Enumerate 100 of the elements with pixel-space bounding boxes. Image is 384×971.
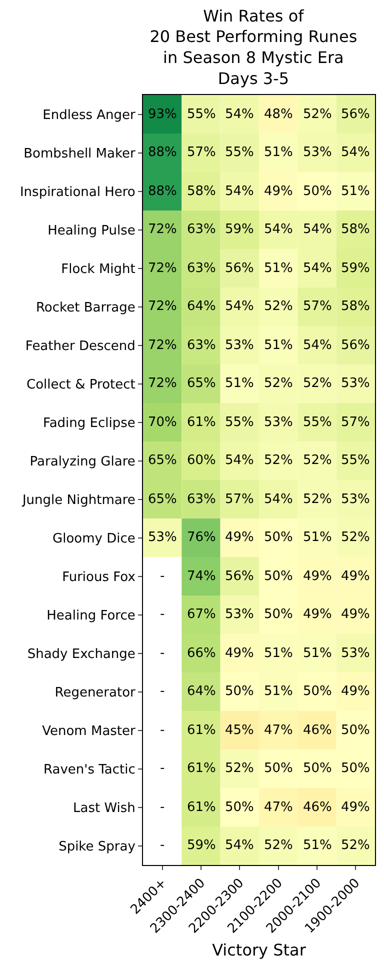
data-label: 55% [341, 453, 370, 468]
data-label: 59% [187, 838, 216, 853]
data-label: 57% [225, 492, 254, 507]
data-label: 46% [303, 800, 332, 815]
y-tick-label: Bombshell Maker [24, 146, 136, 162]
data-label: 52% [303, 376, 332, 391]
data-label: 88% [148, 145, 177, 160]
data-label: 57% [187, 145, 216, 160]
data-label: 53% [341, 646, 370, 661]
data-label: 53% [225, 607, 254, 622]
data-label: 58% [341, 299, 370, 314]
data-label: 50% [225, 684, 254, 699]
data-label: 47% [264, 723, 293, 738]
data-label: 49% [341, 569, 370, 584]
y-tick-label: Furious Fox [62, 570, 136, 585]
y-tick-label: Spike Spray [58, 839, 136, 854]
data-label: 54% [303, 338, 332, 353]
data-label: 61% [187, 723, 216, 738]
data-label: 63% [187, 222, 216, 237]
data-label: 52% [225, 761, 254, 776]
data-label: 54% [225, 184, 254, 199]
text: - [160, 838, 165, 853]
data-label: 49% [341, 800, 370, 815]
y-tick-label: Jungle Nightmare [21, 492, 136, 508]
data-label: 49% [303, 607, 332, 622]
data-label: 49% [341, 607, 370, 622]
data-label: 52% [264, 376, 293, 391]
data-label: 72% [148, 222, 177, 237]
data-label: 59% [341, 261, 370, 276]
data-label: 54% [225, 107, 254, 122]
data-label: 59% [225, 222, 254, 237]
data-label: 51% [264, 684, 293, 699]
data-label: 58% [341, 222, 370, 237]
data-label: 72% [148, 338, 177, 353]
data-label: 47% [264, 800, 293, 815]
data-label: 54% [264, 222, 293, 237]
data-label: 52% [303, 107, 332, 122]
data-label: 50% [264, 761, 293, 776]
x-axis-title: Victory Star [212, 940, 306, 960]
data-label: 52% [264, 453, 293, 468]
y-tick-label: Endless Anger [42, 108, 136, 123]
data-label: 52% [341, 530, 370, 545]
data-label: 51% [264, 646, 293, 661]
data-label: 46% [303, 723, 332, 738]
text: - [160, 761, 165, 776]
text: - [160, 684, 165, 699]
data-label: 93% [148, 107, 177, 122]
data-label: 49% [303, 569, 332, 584]
data-label: 53% [341, 376, 370, 391]
data-label: 57% [341, 415, 370, 430]
data-label: 50% [264, 530, 293, 545]
data-label: 57% [303, 299, 332, 314]
data-label: 50% [341, 761, 370, 776]
y-tick-label: Inspirational Hero [20, 184, 136, 200]
data-label: 54% [225, 453, 254, 468]
data-label: 51% [303, 838, 332, 853]
data-label: 53% [225, 338, 254, 353]
data-label: 55% [303, 415, 332, 430]
data-label: 58% [187, 184, 216, 199]
y-tick-label: Venom Master [42, 724, 136, 739]
text: - [160, 646, 165, 661]
data-label: 53% [264, 415, 293, 430]
data-label: 56% [341, 107, 370, 122]
data-label: 53% [341, 492, 370, 507]
chart-title: Win Rates of 20 Best Performing Runes in Season 8 Mystic Era Days 3-5 [150, 6, 358, 88]
data-label: 60% [187, 453, 216, 468]
y-tick-label: Rocket Barrage [36, 300, 136, 316]
data-label: 63% [187, 338, 216, 353]
data-label: 88% [148, 184, 177, 199]
data-label: 63% [187, 492, 216, 507]
data-label: 50% [303, 184, 332, 199]
data-label: 76% [187, 530, 216, 545]
data-label: 61% [187, 800, 216, 815]
data-label: 52% [303, 492, 332, 507]
data-label: 52% [264, 299, 293, 314]
data-label: 56% [225, 261, 254, 276]
data-label: 45% [225, 723, 254, 738]
data-label: 54% [264, 492, 293, 507]
data-label: 51% [341, 184, 370, 199]
data-label: 54% [341, 145, 370, 160]
data-label: 54% [303, 222, 332, 237]
y-tick-label: Fading Eclipse [43, 416, 136, 431]
text: - [160, 723, 165, 738]
data-label: 55% [225, 415, 254, 430]
data-label: 52% [303, 453, 332, 468]
y-tick-label: Collect & Protect [26, 377, 136, 392]
data-label: 49% [341, 684, 370, 699]
data-label: 65% [148, 453, 177, 468]
data-label: 56% [341, 338, 370, 353]
data-label: 56% [225, 569, 254, 584]
data-label: 64% [187, 684, 216, 699]
data-label: 55% [187, 107, 216, 122]
data-label: 55% [225, 145, 254, 160]
data-label: 51% [225, 376, 254, 391]
data-label: 54% [225, 299, 254, 314]
data-label: 64% [187, 299, 216, 314]
y-tick-label: Healing Force [46, 608, 136, 624]
data-label: 50% [341, 723, 370, 738]
data-label: 65% [148, 492, 177, 507]
data-label: 72% [148, 376, 177, 391]
